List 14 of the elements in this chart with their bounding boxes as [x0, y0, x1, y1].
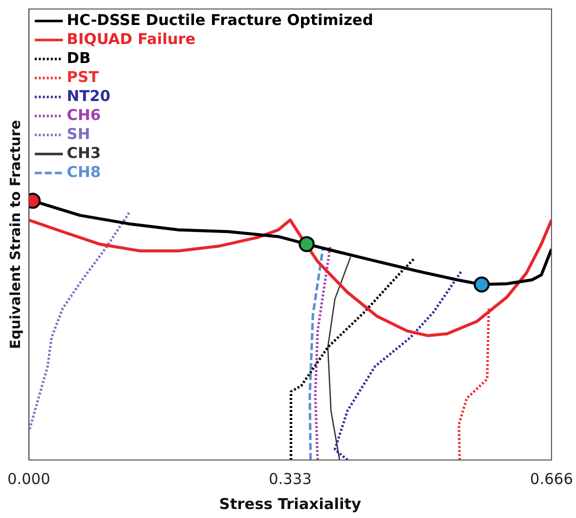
legend-label: DB [66, 48, 91, 67]
legend-label: CH8 [66, 162, 101, 181]
legend-label: NT20 [66, 86, 110, 105]
legend-label: CH6 [66, 106, 101, 124]
x-axis-title: Stress Triaxiality [219, 494, 362, 513]
legend-label: HC-DSSE Ductile Fracture Optimized [66, 10, 374, 29]
legend-label: PST [66, 68, 100, 86]
x-tick-label: 0.000 [7, 470, 50, 488]
x-tick-label: 0.666 [530, 470, 574, 488]
legend-label: CH3 [66, 144, 101, 162]
y-axis-title: Equivalent Strain to Fracture [8, 120, 24, 350]
x-tick-label: 0.333 [268, 470, 312, 488]
legend-label: BIQUAD Failure [66, 30, 196, 48]
legend-label: SH [66, 124, 90, 143]
